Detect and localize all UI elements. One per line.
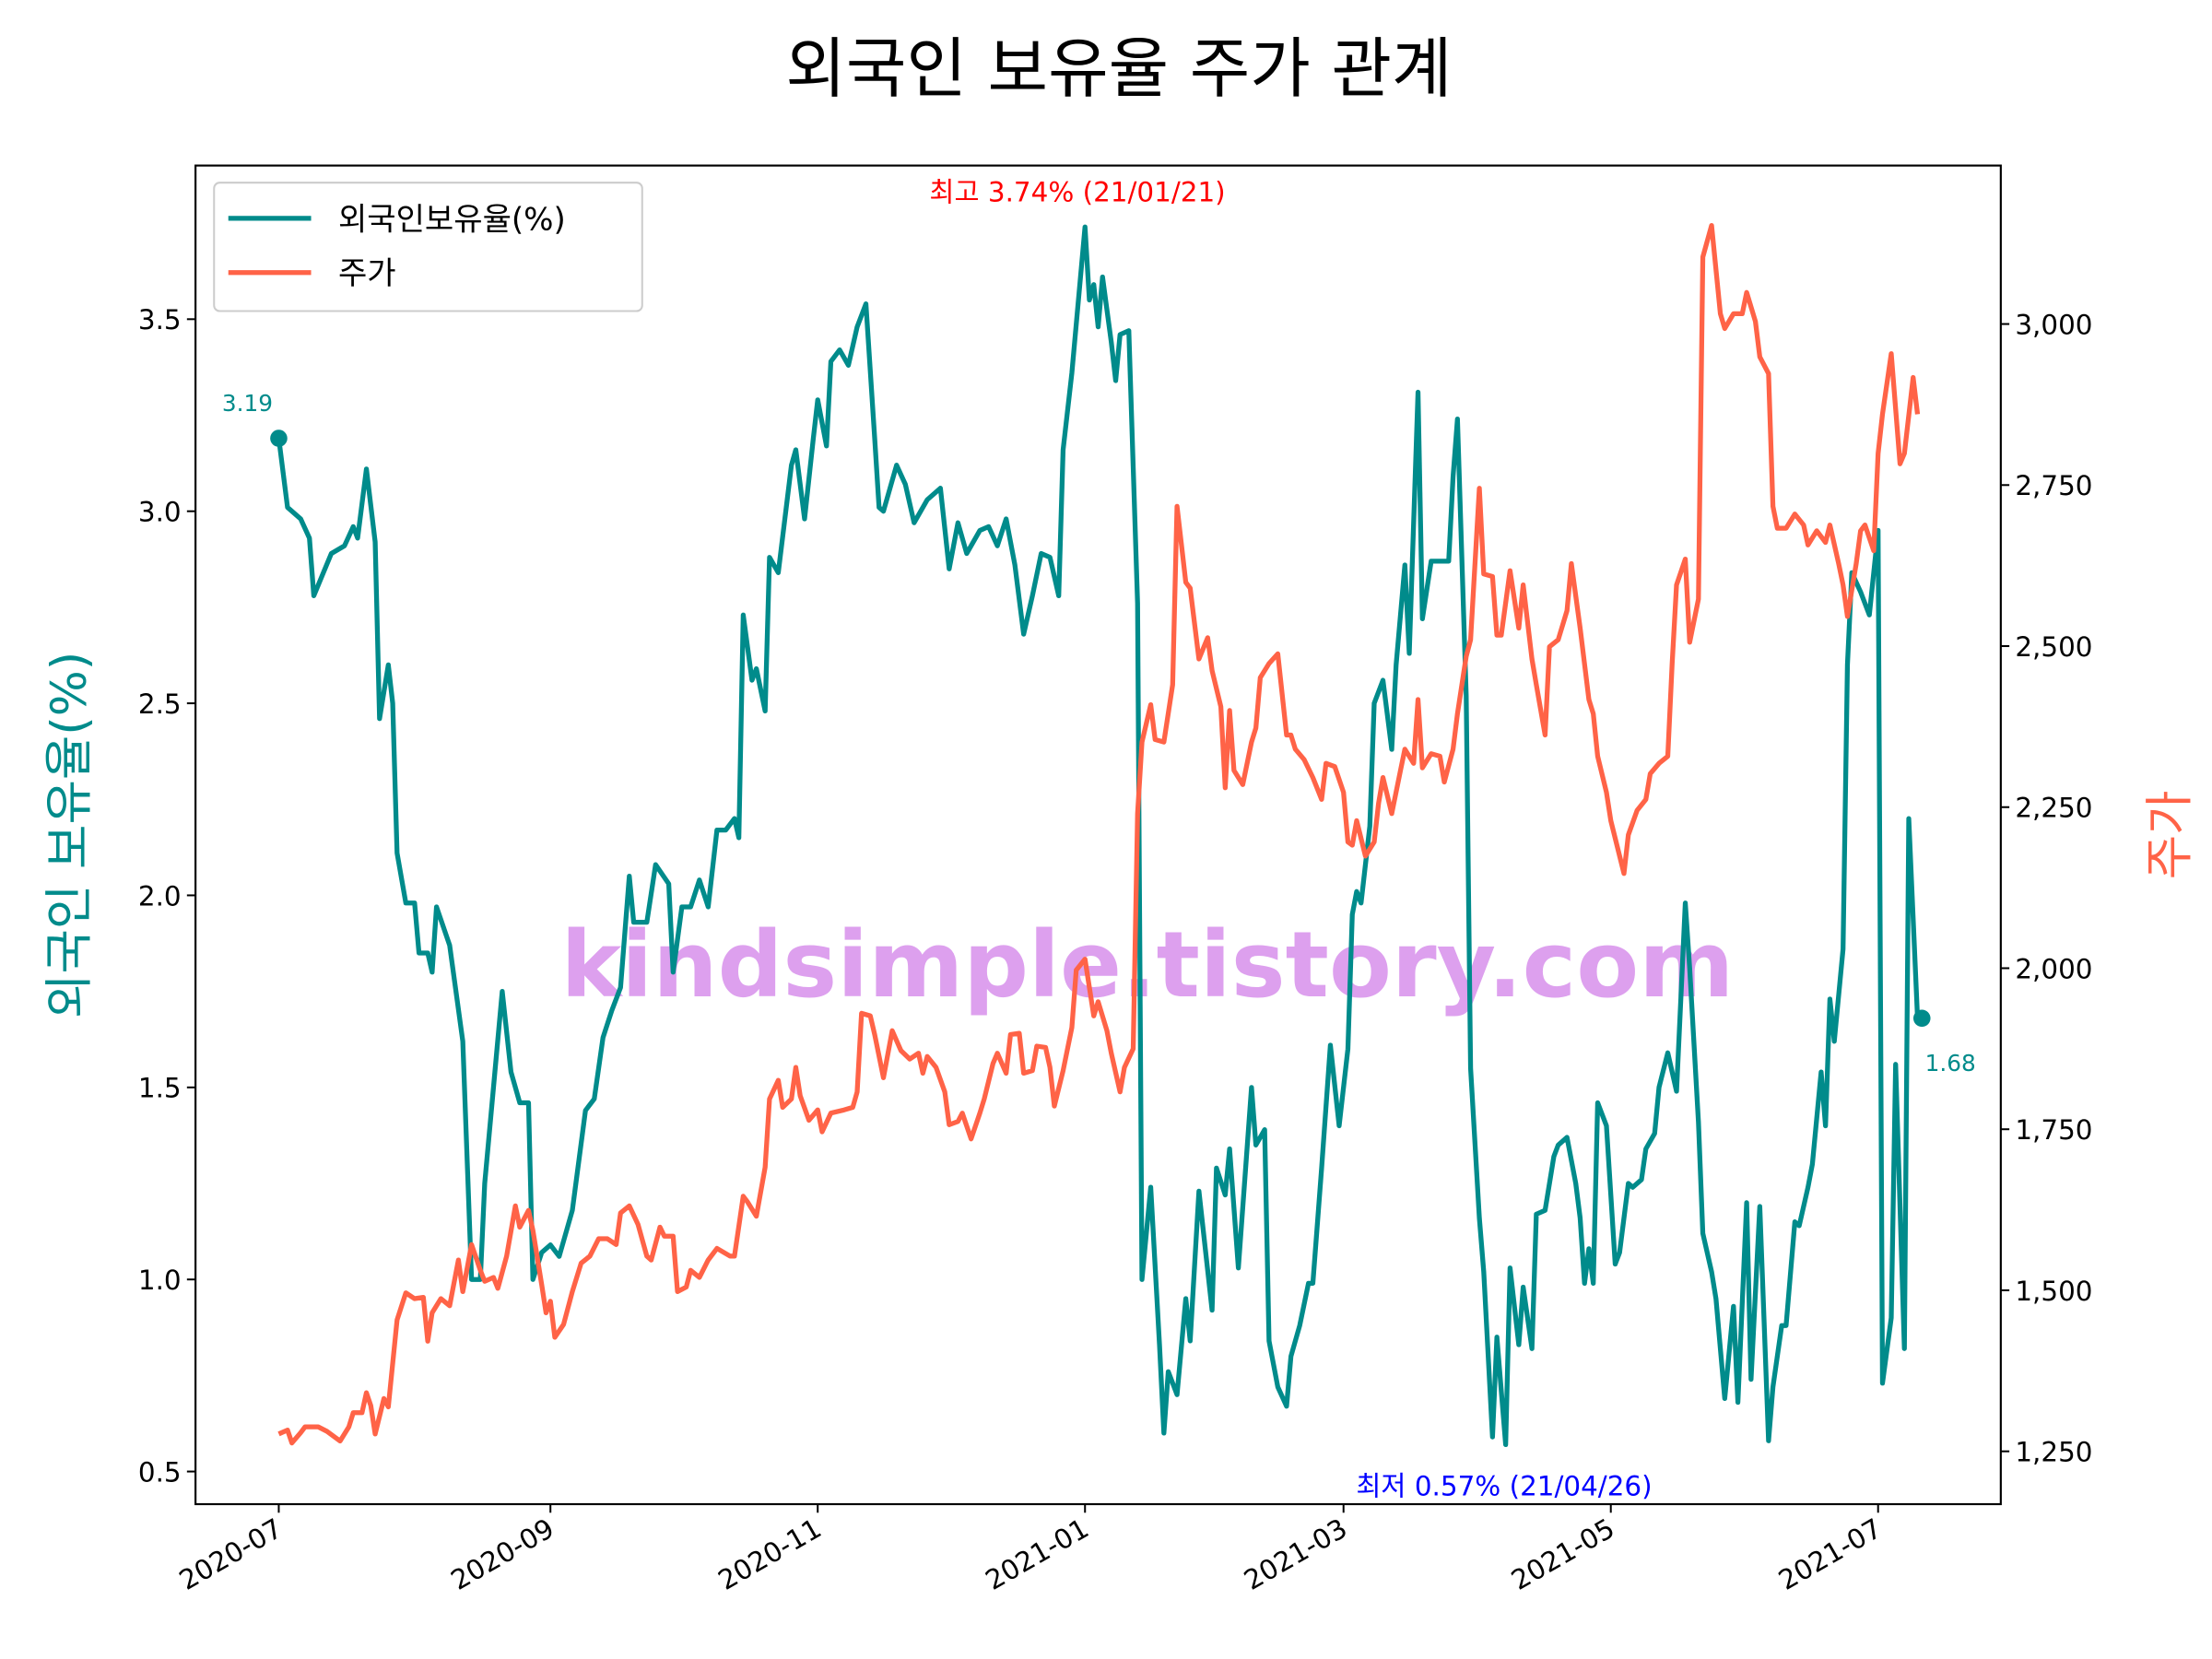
y-axis-label: 외국인 보유율(%) [41, 652, 98, 1018]
legend-box [213, 182, 643, 312]
y2-tick-label: 1,750 [2015, 1114, 2092, 1146]
y2-tick-label: 2,250 [2015, 793, 2092, 824]
annotation: 3.19 [222, 390, 273, 417]
y-tick-label: 1.0 [138, 1265, 182, 1296]
plot-frame [194, 164, 2002, 1506]
series-line [277, 222, 1921, 1446]
annotation: 최저 0.57% (21/04/26) [1356, 1471, 1652, 1502]
y-tick-label: 0.5 [138, 1456, 182, 1488]
chart-title: 외국인 보유율 주가 관계 [785, 30, 1452, 107]
annotation: 최고 3.74% (21/01/21) [929, 176, 1225, 207]
legend-label: 주가 [338, 255, 396, 292]
y2-tick-label: 1,250 [2015, 1437, 2092, 1468]
y2-tick-label: 2,750 [2015, 470, 2092, 501]
y2-tick-label: 1,500 [2015, 1276, 2092, 1307]
y-tick-label: 3.0 [138, 497, 182, 528]
y-tick-label: 2.0 [138, 880, 182, 912]
y-tick-label: 1.5 [138, 1073, 182, 1104]
watermark: kindsimple.tistory.com [561, 912, 1735, 1018]
y2-tick-label: 2,500 [2015, 631, 2092, 663]
series-line [276, 224, 1923, 1448]
y2-tick-label: 2,000 [2015, 953, 2092, 984]
y2-tick-label: 3,000 [2015, 309, 2092, 340]
point-marker [270, 429, 288, 447]
y-tick-label: 2.5 [138, 688, 182, 720]
point-marker [1912, 1009, 1931, 1028]
annotation: 1.68 [1925, 1050, 1976, 1077]
y-tick-label: 3.5 [138, 304, 182, 335]
legend-label: 외국인보유율(%) [338, 201, 566, 238]
y2-axis-label: 주가 [2142, 790, 2198, 879]
